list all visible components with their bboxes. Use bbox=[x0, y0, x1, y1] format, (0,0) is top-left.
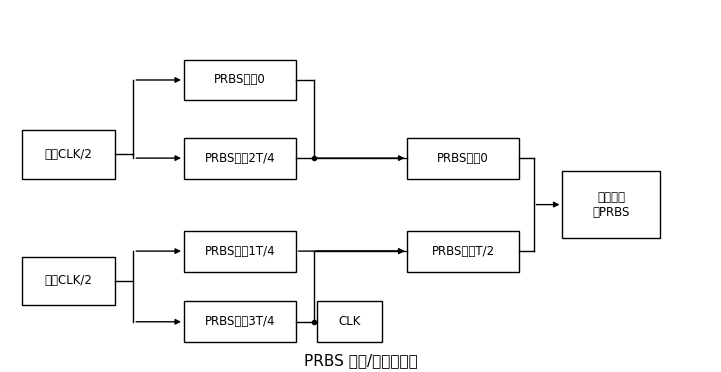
Bar bbox=[22, 130, 115, 179]
Text: 正相CLK/2: 正相CLK/2 bbox=[45, 148, 92, 161]
Bar bbox=[184, 60, 296, 100]
Text: PRBS延迟0: PRBS延迟0 bbox=[438, 152, 489, 164]
Bar bbox=[184, 231, 296, 272]
Text: PRBS延迟3T/4: PRBS延迟3T/4 bbox=[205, 315, 275, 328]
Bar bbox=[562, 171, 660, 238]
Text: CLK: CLK bbox=[338, 315, 361, 328]
Text: 反相CLK/2: 反相CLK/2 bbox=[45, 275, 92, 287]
Bar bbox=[407, 231, 519, 272]
Text: PRBS延迟0: PRBS延迟0 bbox=[214, 74, 265, 86]
Bar bbox=[407, 138, 519, 179]
Text: PRBS延迟T/2: PRBS延迟T/2 bbox=[432, 245, 495, 257]
Text: PRBS延迟1T/4: PRBS延迟1T/4 bbox=[205, 245, 275, 257]
Bar bbox=[184, 138, 296, 179]
Text: 标称速率
的PRBS: 标称速率 的PRBS bbox=[593, 190, 629, 219]
Bar bbox=[184, 301, 296, 342]
Text: PRBS 的并/串变换框图: PRBS 的并/串变换框图 bbox=[304, 353, 417, 368]
Bar bbox=[317, 301, 382, 342]
Text: PRBS延迟2T/4: PRBS延迟2T/4 bbox=[205, 152, 275, 164]
Bar bbox=[22, 257, 115, 305]
